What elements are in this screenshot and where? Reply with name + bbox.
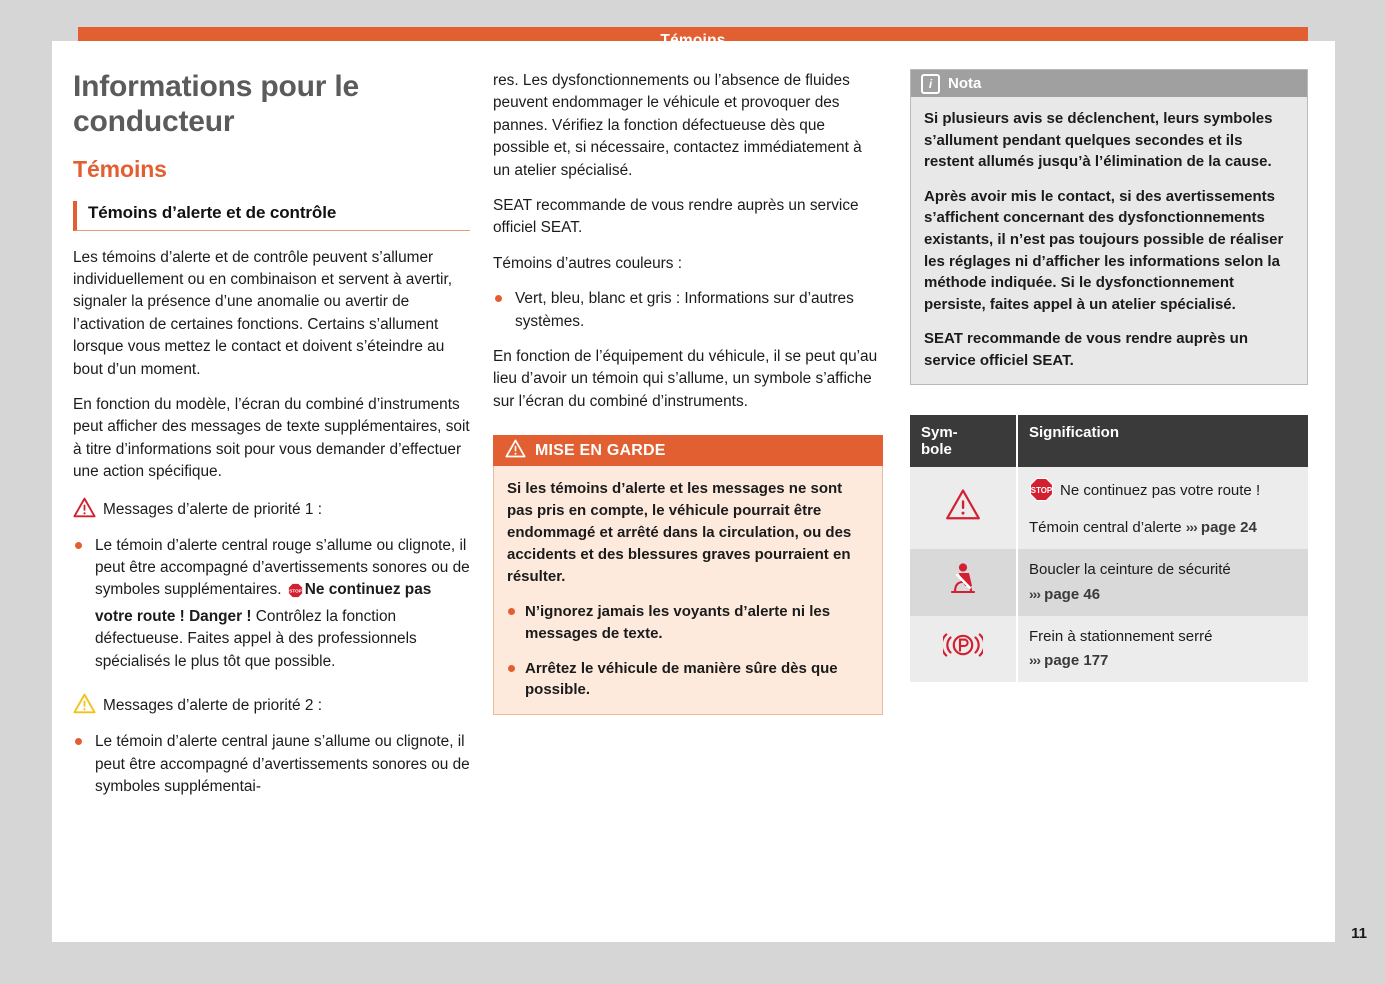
table-header-meaning: Signification — [1017, 414, 1308, 467]
other-colors-bullet: Vert, bleu, blanc et gris : Informations… — [493, 288, 883, 333]
warning-box-header: MISE EN GARDE — [493, 435, 883, 467]
priority-1-text-a: Le témoin d’alerte central rouge s’allum… — [95, 536, 470, 599]
priority-1-label-row: Messages d’alerte de priorité 1 : — [73, 497, 470, 523]
warning-box: MISE EN GARDE Si les témoins d’alerte et… — [493, 435, 883, 716]
cross-reference-arrow-icon: ››› — [1029, 652, 1041, 669]
column-three: i Nota Si plusieurs avis se déclenchent,… — [910, 69, 1308, 683]
nota-paragraph-2: Après avoir mis le contact, si des avert… — [924, 187, 1284, 313]
meaning-line-1: Frein à stationnement serré — [1029, 627, 1213, 645]
paragraph-display: En fonction du modèle, l’écran du combin… — [73, 396, 470, 481]
seatbelt-icon — [946, 563, 980, 601]
meaning-cell: Boucler la ceinture de sécurité ››› page… — [1017, 549, 1308, 616]
priority-2-label-row: Messages d’alerte de priorité 2 : — [73, 693, 470, 719]
nota-box-title: Nota — [948, 75, 982, 92]
stop-sign-icon: STOP — [1029, 477, 1054, 509]
page-reference[interactable]: page 177 — [1044, 652, 1109, 670]
nota-box: i Nota Si plusieurs avis se déclenchent,… — [910, 69, 1308, 385]
nota-box-header: i Nota — [911, 70, 1307, 97]
bullet-dot — [75, 738, 82, 746]
meaning-text-1: Ne continuez pas votre route ! — [1060, 481, 1261, 499]
section-heading: Témoins d’alerte et de contrôle — [73, 200, 470, 231]
meaning-line-2: ››› page 46 — [1029, 584, 1297, 606]
symbol-cell — [910, 549, 1018, 616]
priority-2-label: Messages d’alerte de priorité 2 : — [103, 697, 323, 715]
meaning-line-2: ››› page 177 — [1029, 650, 1297, 672]
cross-reference-arrow-icon: ››› — [1185, 519, 1198, 536]
priority-1-text-bold: Ne continuez pas votre route ! Danger ! — [95, 581, 432, 625]
priority-2-text: Le témoin d’alerte central jaune s’allum… — [95, 733, 470, 795]
bullet-dot — [508, 664, 515, 672]
page-title: Informations pour le conducteur — [73, 70, 360, 138]
column-one: Informations pour le conducteur Témoins … — [73, 70, 470, 811]
warning-triangle-yellow-icon — [73, 693, 96, 719]
meaning-cell: STOP Ne continuez pas votre route ! Témo… — [1017, 466, 1308, 550]
table-row: STOP Ne continuez pas votre route ! Témo… — [910, 466, 1308, 550]
paragraph-intro: Les témoins d’alerte et de contrôle peuv… — [73, 248, 452, 378]
warning-bullet-1-text: N’ignorez jamais les voyants d’alerte ni… — [525, 602, 831, 642]
nota-paragraph-3: SEAT recommande de vous rendre auprès un… — [924, 330, 1248, 369]
table-header-row: Sym- bole Signification — [910, 414, 1308, 467]
warning-box-body: Si les témoins d’alerte et les messages … — [493, 466, 883, 716]
info-icon: i — [921, 73, 940, 94]
table-row: Frein à stationnement serré ››› page 177 — [910, 615, 1308, 683]
bullet-dot — [495, 295, 502, 303]
warning-triangle-red-icon — [73, 497, 96, 523]
page-columns: Informations pour le conducteur Témoins … — [52, 41, 1335, 942]
warning-box-title: MISE EN GARDE — [535, 441, 666, 459]
warning-bullet-1: N’ignorez jamais les voyants d’alerte ni… — [507, 601, 869, 645]
meaning-line-1: STOP Ne continuez pas votre route ! — [1029, 477, 1297, 509]
section-subtitle: Témoins — [73, 155, 167, 182]
page-reference[interactable]: page 24 — [1200, 519, 1257, 537]
priority-1-bullet: Le témoin d’alerte central rouge s’allum… — [73, 535, 470, 673]
svg-text:STOP: STOP — [289, 589, 301, 594]
nota-paragraph-1: Si plusieurs avis se déclenchent, leurs … — [924, 110, 1273, 171]
parking-brake-icon — [940, 633, 986, 665]
warning-paragraph: Si les témoins d’alerte et les messages … — [507, 480, 852, 585]
paragraph-equipment: En fonction de l’équipement du véhicule,… — [493, 348, 878, 410]
bullet-dot — [75, 541, 82, 549]
bullet-dot — [508, 607, 515, 615]
warning-bullet-2-text: Arrêtez le véhicule de manière sûre dès … — [525, 659, 838, 699]
warning-triangle-icon — [945, 489, 981, 525]
priority-1-text-b: Contrôlez la fonction défectueuse. Faite… — [95, 607, 417, 670]
paragraph-malfunctions: res. Les dysfonctionnements ou l’absence… — [493, 72, 862, 179]
meaning-line-1: Boucler la ceinture de sécurité — [1029, 561, 1231, 579]
table-row: Boucler la ceinture de sécurité ››› page… — [910, 549, 1308, 616]
svg-text:STOP: STOP — [1031, 485, 1052, 494]
symbol-cell — [910, 466, 1018, 550]
stop-sign-icon: STOP — [288, 583, 303, 605]
paragraph-seat-recommend: SEAT recommande de vous rendre auprès un… — [493, 197, 859, 237]
page-reference[interactable]: page 46 — [1044, 585, 1101, 603]
table-header-symbol: Sym- bole — [910, 414, 1018, 467]
page-number: 11 — [1351, 925, 1367, 942]
other-colors-text: Vert, bleu, blanc et gris : Informations… — [515, 290, 854, 330]
cross-reference-arrow-icon: ››› — [1029, 585, 1041, 602]
warning-bullet-2: Arrêtez le véhicule de manière sûre dès … — [507, 658, 869, 702]
document-page: Informations pour le conducteur Témoins … — [52, 41, 1335, 942]
warning-triangle-white-icon — [505, 439, 526, 463]
other-colors-label: Témoins d’autres couleurs : — [493, 254, 683, 272]
meaning-line-2: Témoin central d’alerte ››› page 24 — [1029, 517, 1297, 539]
column-two: res. Les dysfonctionnements ou l’absence… — [493, 70, 883, 716]
priority-2-bullet: Le témoin d’alerte central jaune s’allum… — [73, 731, 470, 798]
symbols-table: Sym- bole Signification — [910, 414, 1308, 683]
nota-box-body: Si plusieurs avis se déclenchent, leurs … — [911, 97, 1307, 384]
priority-1-label: Messages d’alerte de priorité 1 : — [103, 500, 323, 518]
symbol-cell — [910, 615, 1018, 683]
meaning-text-2: Témoin central d’alerte — [1029, 519, 1182, 537]
meaning-cell: Frein à stationnement serré ››› page 177 — [1017, 615, 1308, 683]
